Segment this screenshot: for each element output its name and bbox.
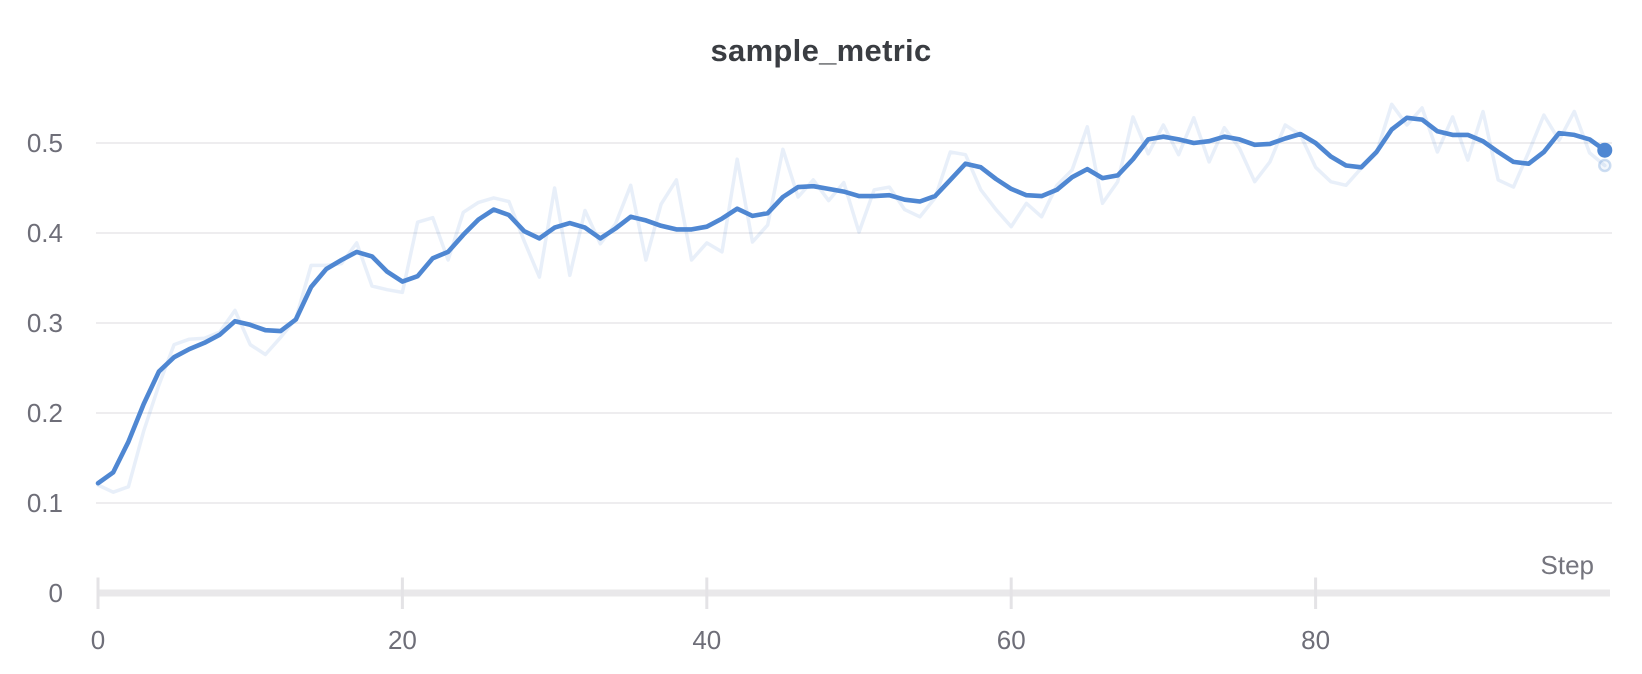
x-axis-baseline bbox=[98, 589, 1610, 597]
x-axis-title: Step bbox=[1541, 550, 1595, 580]
y-axis-tick-label: 0.5 bbox=[27, 128, 63, 158]
x-axis-tick-label: 80 bbox=[1301, 625, 1330, 655]
y-axis-tick-label: 0.1 bbox=[27, 488, 63, 518]
raw-endpoint-ring[interactable] bbox=[1598, 158, 1612, 173]
chart-title: sample_metric bbox=[710, 33, 932, 68]
x-axis-tick-label: 40 bbox=[692, 625, 721, 655]
x-axis-tick-label: 0 bbox=[91, 625, 105, 655]
y-axis-tick-label: 0 bbox=[49, 578, 63, 608]
y-axis-tick-label: 0.4 bbox=[27, 218, 63, 248]
y-axis-tick-label: 0.3 bbox=[27, 308, 63, 338]
x-axis-tick-label: 20 bbox=[388, 625, 417, 655]
y-axis-tick-label: 0.2 bbox=[27, 398, 63, 428]
smoothed-endpoint-dot[interactable] bbox=[1597, 142, 1613, 158]
x-axis-tick-label: 60 bbox=[997, 625, 1026, 655]
raw-series-line[interactable] bbox=[96, 102, 1607, 494]
smoothed-series-line[interactable] bbox=[95, 115, 1608, 486]
